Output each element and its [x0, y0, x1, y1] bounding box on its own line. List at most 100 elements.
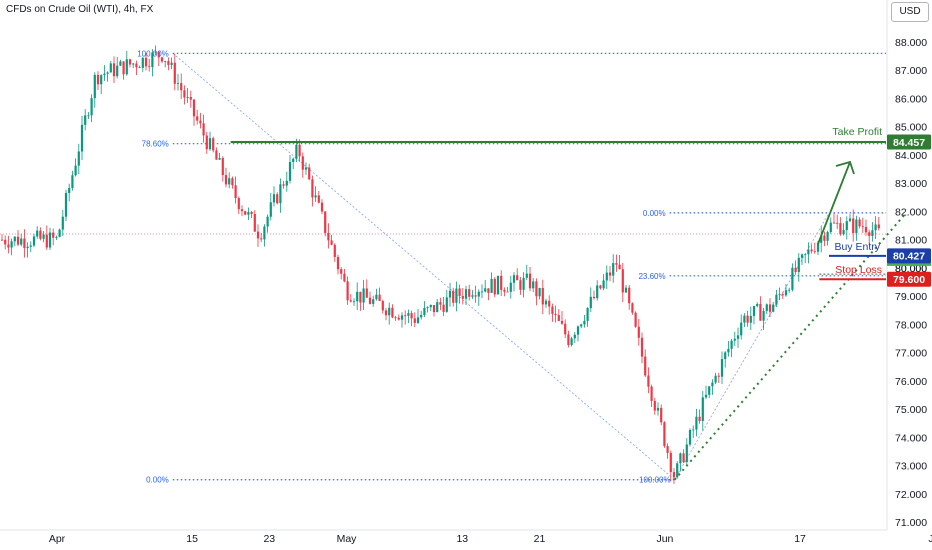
candle-body [823, 235, 826, 241]
candle-body [682, 453, 685, 463]
candle-body [548, 300, 551, 307]
candle-body [794, 267, 797, 273]
candle-body [432, 304, 436, 313]
candle-body [506, 291, 509, 293]
currency-selector[interactable]: USD [891, 2, 929, 22]
candle-body [199, 120, 202, 124]
candle-body [778, 294, 781, 296]
x-tick-label: May [337, 533, 358, 545]
candle-body [695, 416, 698, 430]
candle-body [852, 218, 855, 233]
fib-level-label: 78.60% [142, 140, 169, 149]
candle-body [426, 307, 429, 309]
candle-body [493, 278, 496, 295]
candle-body [279, 184, 282, 204]
candle-body [292, 158, 295, 163]
candle-body [122, 61, 125, 75]
x-tick-label: Jul [928, 533, 932, 545]
candle-body [45, 234, 48, 248]
candle-body [628, 287, 631, 304]
candle-body [589, 296, 592, 309]
candle-body [688, 429, 692, 445]
candle-body [714, 375, 717, 383]
candle-body [368, 297, 372, 304]
candle-body [180, 83, 183, 91]
candle-body [356, 291, 359, 302]
candle-body [234, 185, 237, 199]
candle-body [84, 115, 87, 125]
candle-body [599, 285, 602, 289]
candle-body [327, 232, 330, 241]
candle-body [362, 288, 365, 303]
candle-body [826, 232, 829, 241]
candle-body [797, 257, 800, 273]
candle-body [314, 195, 317, 198]
candle-body [509, 282, 512, 292]
candle-body [612, 263, 615, 276]
candle-body [215, 150, 218, 160]
candle-body [298, 144, 301, 157]
candle-body [93, 74, 96, 99]
candle-body [669, 452, 672, 473]
candle-body [874, 224, 877, 231]
candle-body [378, 294, 381, 301]
y-tick-label: 87.000 [895, 65, 927, 77]
candle-body [583, 320, 586, 325]
candle-body [404, 315, 407, 317]
stop-loss-badge-text: 79.600 [893, 274, 925, 286]
candle-body [119, 61, 122, 66]
candle-body [490, 278, 493, 293]
candle-body [656, 407, 660, 411]
candle-body [804, 254, 807, 256]
candle-body [308, 167, 311, 180]
candle-body [560, 320, 564, 324]
candle-body [87, 115, 90, 117]
candle-body [660, 407, 663, 423]
y-tick-label: 72.000 [895, 489, 927, 501]
candle-body [183, 90, 186, 98]
candle-body [480, 291, 484, 293]
candle-body [519, 280, 522, 290]
candle-body [352, 301, 356, 303]
candle-body [487, 288, 490, 293]
candle-body [330, 240, 333, 245]
candle-body [208, 138, 212, 150]
candle-body [132, 63, 135, 65]
candle-body [503, 289, 506, 292]
candle-body [346, 281, 349, 301]
candle-body [631, 303, 634, 313]
candle-body [416, 317, 420, 323]
candle-body [272, 194, 276, 203]
candle-body [800, 254, 804, 258]
y-tick-label: 76.000 [895, 376, 927, 388]
candle-body [116, 65, 119, 77]
candle-body [621, 269, 624, 293]
y-tick-label: 79.000 [895, 291, 927, 303]
candle-body [173, 62, 176, 84]
candle-body [256, 231, 260, 239]
candle-body [736, 335, 740, 339]
y-tick-label: 77.000 [895, 348, 927, 360]
candle-body [477, 291, 480, 297]
candle-body [349, 300, 352, 302]
candle-body [708, 386, 711, 395]
candle-body [135, 63, 138, 68]
candle-body [148, 66, 151, 68]
candle-body [468, 289, 471, 297]
candle-body [756, 304, 759, 307]
candle-body [720, 359, 724, 377]
candle-body [231, 178, 234, 186]
candle-body [295, 144, 298, 159]
candle-body [596, 285, 599, 299]
candle-body [602, 280, 605, 289]
candle-body [538, 287, 541, 297]
candle-body [48, 232, 52, 248]
candle-body [474, 295, 477, 297]
candle-body [445, 297, 448, 312]
chart-title: CFDs on Crude Oil (WTI), 4h, FX [6, 4, 154, 15]
fib-level-label: 23.60% [638, 272, 665, 281]
buy-entry-badge [887, 248, 931, 264]
candle-body [16, 236, 20, 245]
